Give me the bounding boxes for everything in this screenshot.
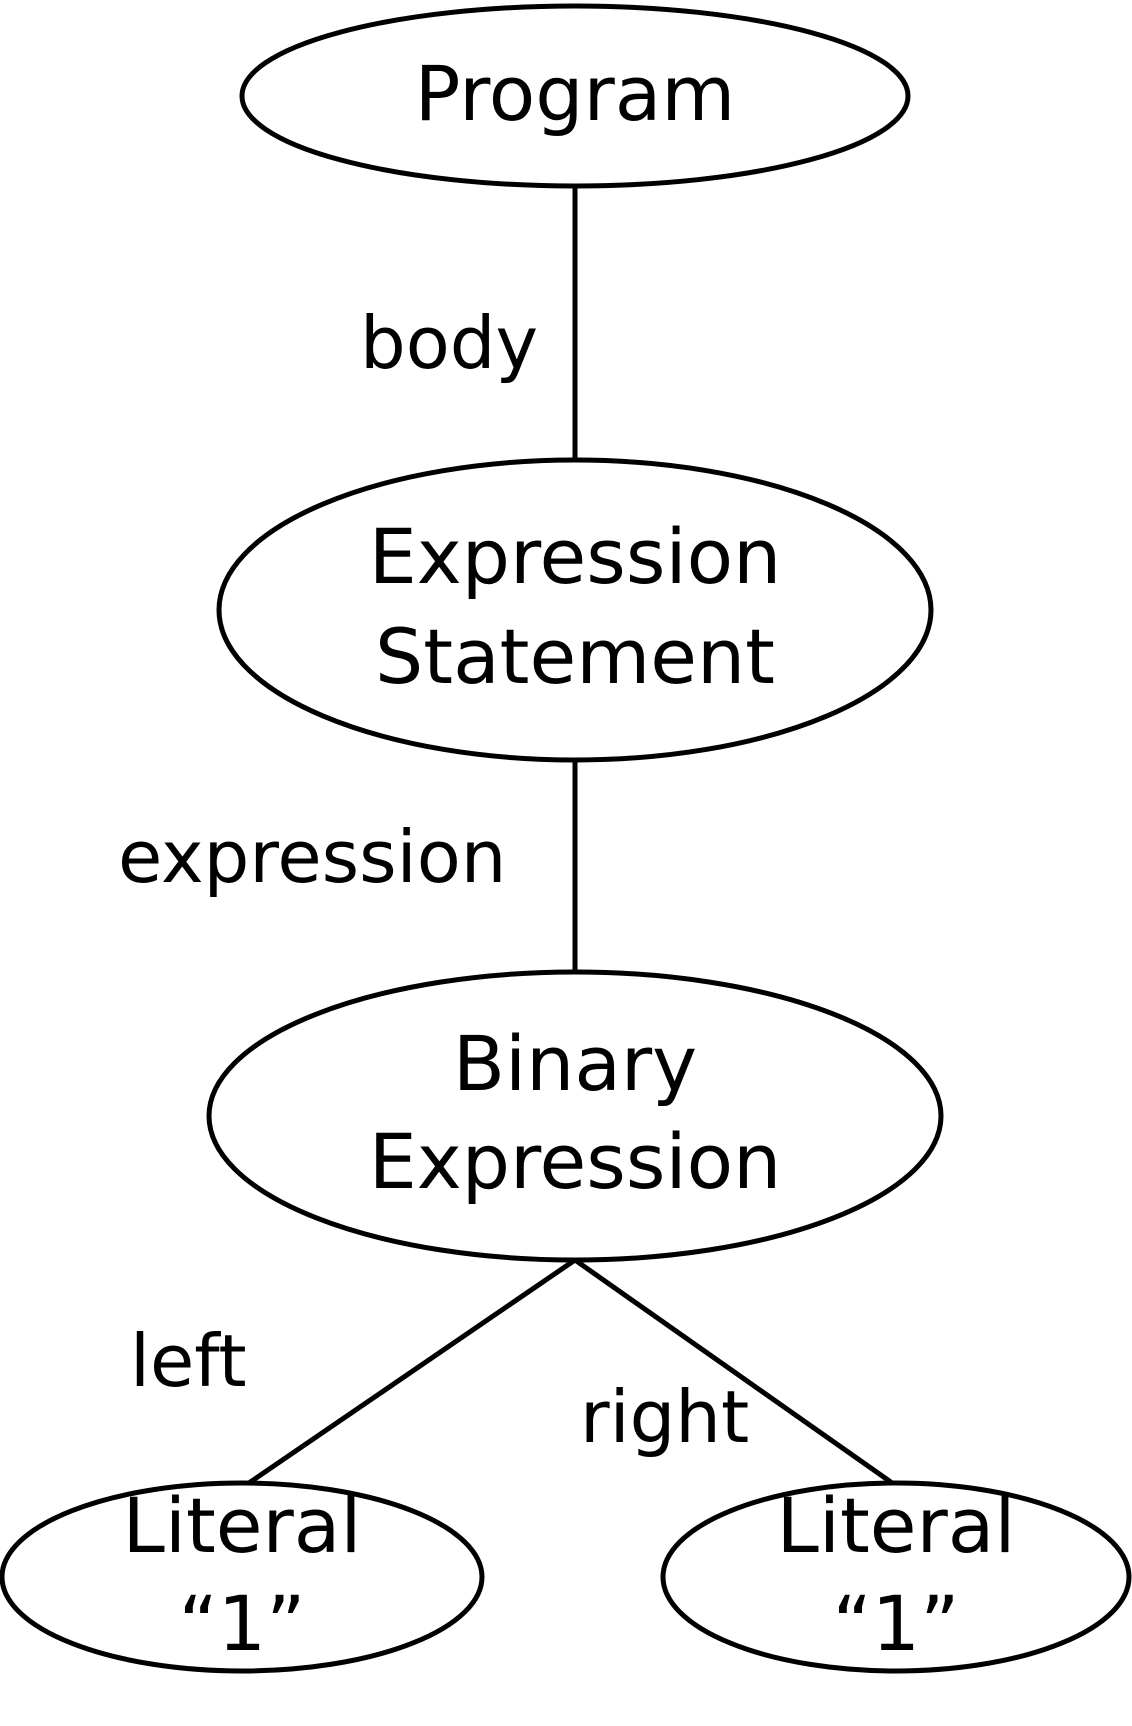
node-literal-right-ellipse	[660, 1480, 1132, 1674]
node-expression-statement-label-line1: Expression	[369, 512, 782, 601]
node-expression-statement: Expression Statement	[216, 457, 934, 763]
node-literal-left-ellipse	[0, 1480, 485, 1674]
node-literal-left-label-line2: “1”	[178, 1579, 305, 1668]
node-expression-statement-label-line2: Statement	[375, 612, 775, 701]
edge-label-left: left	[130, 1319, 247, 1403]
node-binary-expression-label-line2: Expression	[369, 1117, 782, 1206]
edge-binary-expression-to-right-literal	[573, 1257, 897, 1488]
node-binary-expression: Binary Expression	[206, 969, 944, 1263]
node-program-label: Program	[415, 49, 736, 138]
node-binary-expression-label-line1: Binary	[453, 1019, 697, 1108]
node-literal-right: Literal “1”	[660, 1480, 1132, 1674]
node-program: Program	[239, 3, 911, 189]
edge-label-body: body	[360, 301, 538, 385]
node-expression-statement-ellipse	[216, 457, 934, 763]
node-literal-left: Literal “1”	[0, 1480, 485, 1674]
node-literal-left-label-line1: Literal	[123, 1481, 362, 1570]
node-binary-expression-ellipse	[206, 969, 944, 1263]
edge-binary-expression-to-left-literal	[244, 1257, 577, 1488]
edge-label-right: right	[580, 1375, 749, 1459]
node-literal-right-label-line1: Literal	[777, 1481, 1016, 1570]
edge-label-expression: expression	[118, 815, 506, 899]
node-program-ellipse	[239, 3, 911, 189]
node-literal-right-label-line2: “1”	[832, 1579, 959, 1668]
